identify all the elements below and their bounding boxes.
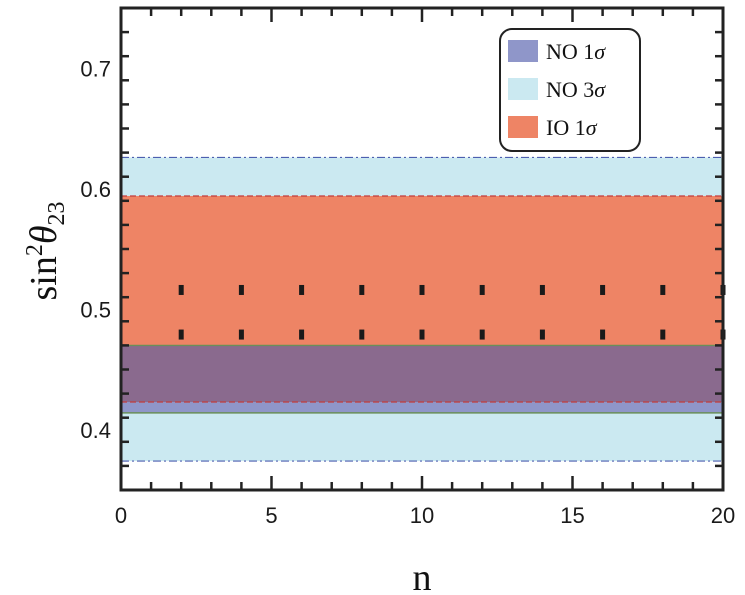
data-point-high-3: [359, 284, 365, 295]
y-axis-title: sin2θ23: [22, 201, 70, 300]
data-point-high-7: [600, 284, 606, 295]
data-point-low-2: [299, 329, 305, 340]
data-point-high-5: [479, 284, 485, 295]
data-point-high-2: [299, 284, 305, 295]
legend-item-no-1sigma-label: NO 1σ: [546, 39, 606, 64]
data-point-low-0: [178, 329, 184, 340]
data-point-low-1: [238, 329, 244, 340]
legend: NO 1σ NO 3σ IO 1σ: [499, 28, 641, 152]
x-tick-label: 20: [711, 503, 735, 528]
data-point-low-5: [479, 329, 485, 340]
data-point-low-6: [539, 329, 545, 340]
data-point-low-8: [660, 329, 666, 340]
plot-frame: [119, 6, 725, 492]
data-point-low-4: [419, 329, 425, 340]
x-axis-title: n: [413, 557, 432, 595]
legend-item-no-3sigma-swatch: [508, 78, 538, 100]
legend-item-no-3sigma-label: NO 3σ: [546, 77, 606, 102]
data-point-high-8: [660, 284, 666, 295]
data-point-high-4: [419, 284, 425, 295]
data-point-high-0: [178, 284, 184, 295]
x-tick-label: 15: [560, 503, 584, 528]
y-tick-label: 0.6: [80, 177, 111, 202]
x-tick-label: 0: [115, 503, 127, 528]
y-tick-label: 0.5: [80, 297, 111, 322]
data-point-low-3: [359, 329, 365, 340]
data-point-high-1: [238, 284, 244, 295]
y-tick-label: 0.7: [80, 56, 111, 81]
band-overlap: [121, 345, 723, 403]
data-point-low-7: [600, 329, 606, 340]
legend-item-io-1sigma-label: IO 1σ: [546, 115, 598, 140]
legend-item-no-1sigma-swatch: [508, 40, 538, 62]
x-tick-label: 10: [410, 503, 434, 528]
bands-layer: [121, 156, 723, 462]
y-tick-label: 0.4: [80, 418, 111, 443]
data-point-high-6: [539, 284, 545, 295]
legend-item-io-1sigma-swatch: [508, 116, 538, 138]
tick-labels: 0 5 10 15 20 0.4 0.5 0.6 0.7: [80, 56, 735, 528]
x-tick-label: 5: [265, 503, 277, 528]
